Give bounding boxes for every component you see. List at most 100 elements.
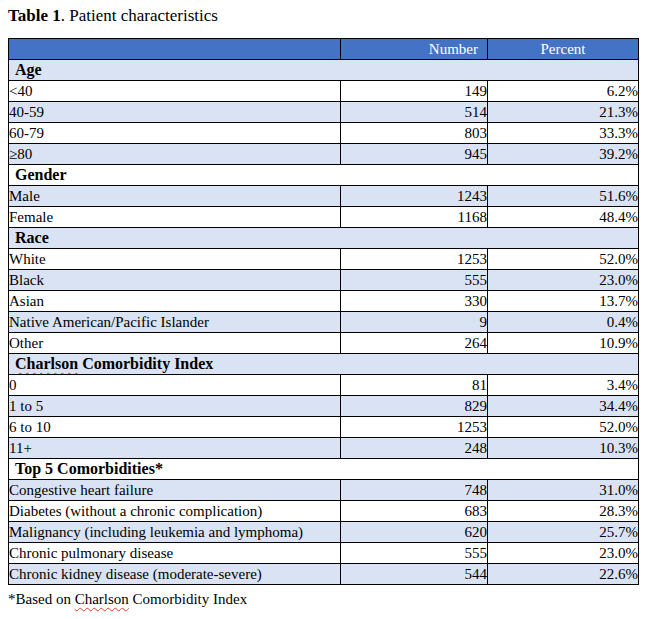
row-number: 555 [341,270,488,291]
section-header-label: Age [9,60,639,81]
row-label: Black [9,270,341,291]
row-percent: 25.7% [488,522,639,543]
row-number: 9 [341,312,488,333]
row-percent: 21.3% [488,102,639,123]
row-label: Male [9,186,341,207]
row-label: Asian [9,291,341,312]
section-header-row: Charlson Comorbidity Index [9,354,639,375]
section-header-label: Charlson Comorbidity Index [9,354,639,375]
row-label: 0 [9,375,341,396]
row-label: 60-79 [9,123,341,144]
row-number: 803 [341,123,488,144]
document-page: Table 1. Patient characteristics Number … [0,0,646,619]
row-percent: 0.4% [488,312,639,333]
row-number: 683 [341,501,488,522]
row-number: 1168 [341,207,488,228]
misspelled-word: Charlson [15,355,78,372]
row-label: 11+ [9,438,341,459]
row-number: 829 [341,396,488,417]
table-title: Table 1. Patient characteristics [8,5,638,27]
table-row: 40-5951421.3% [9,102,639,123]
misspelled-word: Charlson [75,591,129,607]
row-percent: 10.3% [488,438,639,459]
row-number: 264 [341,333,488,354]
text-fragment: Race [15,229,49,246]
row-label: Diabetes (without a chronic complication… [9,501,341,522]
text-fragment: Age [15,61,42,78]
table-footnote: *Based on Charlson Comorbidity Index [8,589,638,609]
row-percent: 6.2% [488,81,639,102]
row-percent: 23.0% [488,543,639,564]
row-label: Chronic pulmonary disease [9,543,341,564]
row-percent: 51.6% [488,186,639,207]
table-row: 0813.4% [9,375,639,396]
row-number: 81 [341,375,488,396]
text-fragment: Comorbidity Index [129,591,247,607]
table-header-row: Number Percent [9,39,639,60]
row-label: Other [9,333,341,354]
section-header-row: Gender [9,165,639,186]
row-percent: 13.7% [488,291,639,312]
row-percent: 34.4% [488,396,639,417]
row-percent: 10.9% [488,333,639,354]
row-label: Female [9,207,341,228]
table-row: Asian33013.7% [9,291,639,312]
row-number: 620 [341,522,488,543]
row-label: ≥80 [9,144,341,165]
text-fragment: Gender [15,166,67,183]
row-percent: 39.2% [488,144,639,165]
row-number: 1253 [341,417,488,438]
row-percent: 33.3% [488,123,639,144]
text-fragment: *Based on [8,591,75,607]
row-percent: 28.3% [488,501,639,522]
table-row: 60-7980333.3% [9,123,639,144]
row-percent: 52.0% [488,417,639,438]
text-fragment: Top 5 Comorbidities* [15,460,163,477]
row-number: 149 [341,81,488,102]
patient-characteristics-table: Number Percent Age<401496.2%40-5951421.3… [8,38,639,585]
row-number: 555 [341,543,488,564]
row-percent: 52.0% [488,249,639,270]
table-title-number: Table 1 [8,6,61,25]
row-number: 248 [341,438,488,459]
row-label: Chronic kidney disease (moderate-severe) [9,564,341,585]
section-header-label: Top 5 Comorbidities* [9,459,639,480]
row-label: Malignancy (including leukemia and lymph… [9,522,341,543]
table-row: Chronic kidney disease (moderate-severe)… [9,564,639,585]
row-percent: 23.0% [488,270,639,291]
column-header-number: Number [341,39,488,60]
table-row: Native American/Pacific Islander90.4% [9,312,639,333]
row-label: 1 to 5 [9,396,341,417]
row-percent: 22.6% [488,564,639,585]
row-percent: 48.4% [488,207,639,228]
row-number: 514 [341,102,488,123]
table-row: Chronic pulmonary disease55523.0% [9,543,639,564]
row-number: 1243 [341,186,488,207]
row-number: 544 [341,564,488,585]
row-number: 945 [341,144,488,165]
section-header-label: Race [9,228,639,249]
row-percent: 3.4% [488,375,639,396]
row-label: Congestive heart failure [9,480,341,501]
table-row: Diabetes (without a chronic complication… [9,501,639,522]
section-header-row: Age [9,60,639,81]
section-header-label: Gender [9,165,639,186]
column-header-blank [9,39,341,60]
table-row: White125352.0% [9,249,639,270]
section-header-row: Race [9,228,639,249]
table-body: Age<401496.2%40-5951421.3%60-7980333.3%≥… [9,60,639,585]
row-label: Native American/Pacific Islander [9,312,341,333]
row-label: 40-59 [9,102,341,123]
row-percent: 31.0% [488,480,639,501]
table-row: 6 to 10125352.0% [9,417,639,438]
table-row: Female116848.4% [9,207,639,228]
section-header-row: Top 5 Comorbidities* [9,459,639,480]
row-number: 748 [341,480,488,501]
table-row: ≥8094539.2% [9,144,639,165]
row-number: 330 [341,291,488,312]
table-row: 11+24810.3% [9,438,639,459]
table-row: Other26410.9% [9,333,639,354]
table-row: Malignancy (including leukemia and lymph… [9,522,639,543]
column-header-percent: Percent [488,39,639,60]
row-label: <40 [9,81,341,102]
